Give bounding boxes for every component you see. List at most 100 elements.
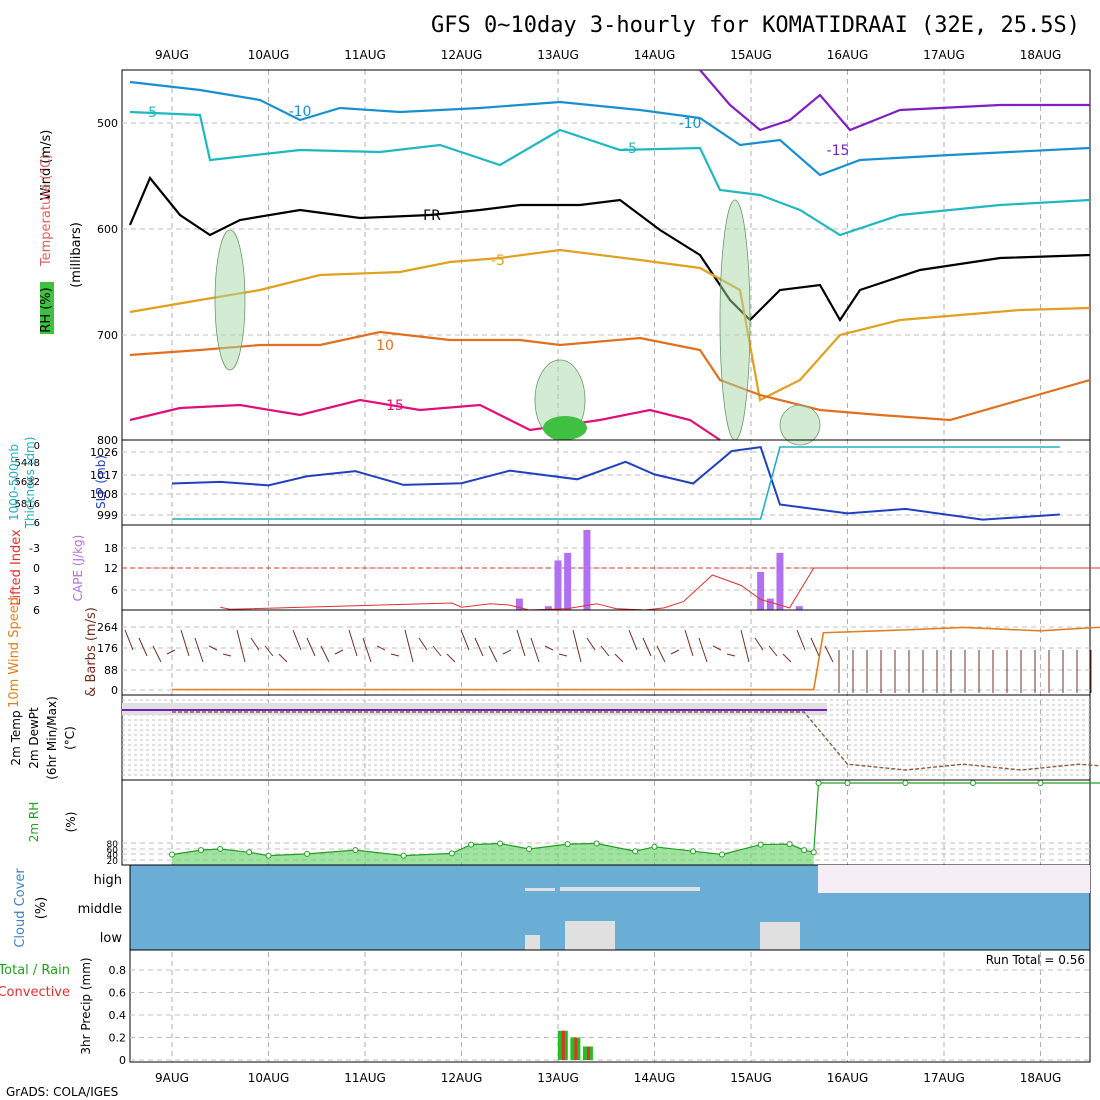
wind-ytick: 0	[111, 684, 118, 697]
cloud-block	[525, 888, 555, 891]
panel-ylabel-group: (millibars)	[69, 222, 84, 288]
cape-bar	[515, 598, 523, 610]
date-label-top: 15AUG	[730, 48, 772, 62]
panel-ylabel-group: 1000-500mb Thickness (dm)	[7, 437, 37, 530]
panel-ylabel: Cloud Cover	[13, 868, 28, 948]
wind-barb	[124, 629, 134, 651]
rh-point	[400, 852, 407, 859]
wind-barb	[320, 645, 330, 663]
wind-barb	[138, 637, 148, 657]
rh-point	[844, 780, 851, 786]
panel-ylabel: Lifted Index	[9, 529, 24, 606]
wind-barb	[656, 645, 666, 663]
temperature-contour	[128, 175, 1091, 323]
wind-barb	[558, 653, 568, 657]
wind-barb	[740, 629, 750, 663]
wind-barb	[768, 645, 778, 657]
rh-ytick: 80	[107, 840, 119, 850]
wind-barb	[292, 629, 302, 651]
precip-bar-convective	[586, 1046, 590, 1060]
cloud-block	[760, 922, 800, 950]
wind-barb	[348, 629, 358, 657]
slp-ytick-right: 999	[97, 509, 118, 522]
panel-ylabel: 10m Wind Speed	[7, 597, 22, 708]
upper-ytick: 800	[97, 434, 118, 447]
wind-ytick: 264	[97, 621, 118, 634]
contour-label: 15	[386, 398, 404, 414]
panel-ylabel: 2m RH	[27, 802, 41, 843]
rh-shading	[719, 199, 751, 441]
wind-barb	[460, 629, 470, 651]
date-label-bottom: 12AUG	[441, 1071, 483, 1085]
upper-ytick: 500	[97, 117, 118, 130]
panel-ylabel: Total / Rain	[0, 963, 70, 978]
slp-ytick-left: 6	[34, 518, 40, 529]
rh-point	[593, 840, 600, 847]
wind-barb	[208, 645, 218, 651]
wind-barb	[824, 645, 834, 663]
date-label-bottom: 9AUG	[155, 1071, 189, 1085]
panel-ylabel-group: 10m Wind Speed	[7, 597, 22, 708]
date-axis-top: 9AUG 10AUG 11AUG 12AUG 13AUG 14AUG 15AUG 16AUG 1…	[155, 48, 1061, 62]
date-label-top: 10AUG	[248, 48, 290, 62]
upper-ytick: 700	[97, 329, 118, 342]
wind-barb	[628, 629, 638, 651]
rh-point	[526, 846, 533, 852]
wind-barb	[530, 637, 540, 663]
rh-point	[448, 850, 455, 857]
date-label-top: 9AUG	[155, 48, 189, 62]
cape-ytick-left: 6	[33, 604, 40, 617]
rh-ytick: 60	[107, 846, 119, 856]
rh-point	[169, 851, 175, 858]
panel-ylabel: (%)	[64, 812, 78, 833]
wind-barb	[432, 645, 442, 657]
rh-ytick: 20	[107, 857, 119, 867]
wind-barb	[250, 637, 260, 651]
slp-ytick-right: 1026	[90, 446, 118, 459]
rh-line	[171, 782, 1100, 857]
wind-barb	[306, 637, 316, 657]
rh-point	[468, 841, 475, 848]
credit-text: GrADS: COLA/IGES	[6, 1085, 118, 1099]
rh-point	[902, 780, 909, 786]
cape-bar	[757, 571, 765, 610]
contour-label: 10	[376, 338, 394, 354]
date-label-top: 18AUG	[1020, 48, 1062, 62]
wind-barb	[712, 645, 722, 651]
wind-ytick: 176	[97, 642, 118, 655]
cape-bar	[564, 552, 572, 610]
wind-ytick: 88	[104, 664, 118, 677]
slp-line	[171, 445, 1060, 521]
cape-ytick-right: 6	[111, 584, 118, 597]
wind-barb	[236, 629, 246, 663]
temperature-contour	[129, 110, 1091, 237]
cape-bar	[795, 606, 803, 610]
slp-ytick-left: 5448	[15, 458, 40, 469]
rh-point	[969, 780, 976, 786]
precip-ytick: 0.4	[109, 1009, 127, 1022]
temp-series-line	[172, 711, 1100, 771]
panel-ylabel: (millibars)	[69, 222, 84, 288]
slp-ytick-right: 1017	[90, 469, 118, 482]
precip-bar-convective	[561, 1030, 565, 1060]
rh-point	[757, 841, 764, 848]
contour-label: -10	[679, 116, 702, 132]
contour-label: -15	[827, 143, 850, 159]
cape-bar	[766, 598, 774, 610]
rh-point	[801, 847, 808, 854]
precip-ytick: 0.6	[109, 987, 127, 1000]
wind-barb	[264, 645, 274, 657]
panel-ylabel: SLP (mb)	[94, 455, 108, 509]
slp-ytick-left: 5632	[15, 477, 40, 488]
temperature-contour	[129, 80, 1091, 177]
upper-ylabel: Wind (m/s)	[39, 130, 54, 201]
precip-bar-convective	[574, 1037, 578, 1060]
wind-barb	[334, 649, 344, 655]
date-label-top: 11AUG	[344, 48, 386, 62]
panel-ylabel: Thickness (dm)	[23, 437, 37, 530]
chart-title: GFS 0~10day 3-hourly for KOMATIDRAAI (32…	[431, 13, 1080, 38]
contour-label: -10	[289, 104, 312, 120]
rh-point	[564, 841, 571, 848]
rh-point	[632, 848, 639, 855]
rh-point	[265, 852, 272, 859]
